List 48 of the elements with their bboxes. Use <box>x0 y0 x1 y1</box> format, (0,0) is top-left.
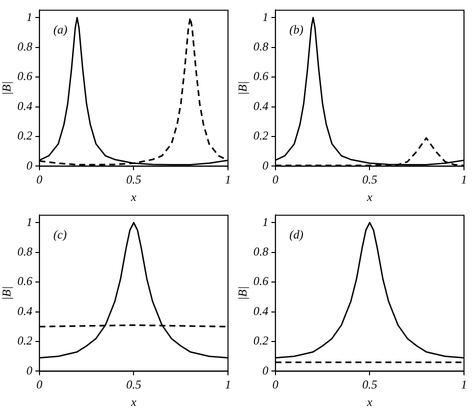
annotation: (d) <box>289 227 304 242</box>
y-tick-label: 1 <box>26 10 32 24</box>
y-tick-label: 1 <box>26 214 32 229</box>
y-tick-label: 0.8 <box>17 40 32 54</box>
y-tick-label: 0.2 <box>253 128 268 143</box>
x-axis-title: x <box>366 394 374 409</box>
x-axis-title: x <box>130 190 138 204</box>
annotation: (a) <box>53 22 68 36</box>
y-tick-label: 0 <box>26 363 32 378</box>
y-tick-label: 0.6 <box>17 69 32 84</box>
x-axis-title: x <box>130 394 138 409</box>
y-tick-label: 0.8 <box>253 244 268 258</box>
x-tick-label: 1 <box>461 378 467 392</box>
y-tick-label: 0.4 <box>253 98 268 113</box>
x-tick-label: 0.5 <box>362 172 378 187</box>
y-tick-label: 0.4 <box>253 304 268 318</box>
x-tick-label: 0.5 <box>126 172 142 187</box>
y-tick-label: 0.4 <box>17 98 32 113</box>
y-tick-label: 0 <box>262 363 268 378</box>
y-tick-label: 0.8 <box>253 40 268 54</box>
annotation: (b) <box>289 22 304 36</box>
y-axis-title: |B| <box>235 286 250 300</box>
y-tick-label: 1 <box>262 10 268 24</box>
y-tick-label: 0.4 <box>17 304 32 318</box>
annotation: (c) <box>53 227 67 242</box>
x-axis-title: x <box>366 190 374 204</box>
x-tick-label: 0 <box>36 378 42 392</box>
y-tick-label: 0.2 <box>17 128 32 143</box>
x-tick-label: 0.5 <box>126 378 142 392</box>
x-tick-label: 0.5 <box>362 378 378 392</box>
x-tick-label: 1 <box>225 172 231 187</box>
y-axis-title: |B| <box>235 81 250 96</box>
y-tick-label: 0.8 <box>17 244 32 258</box>
x-tick-label: 1 <box>225 378 231 392</box>
x-tick-label: 0 <box>272 378 278 392</box>
y-tick-label: 0.2 <box>17 334 32 348</box>
y-axis-title: |B| <box>0 81 14 96</box>
x-tick-label: 0 <box>36 172 42 187</box>
y-tick-label: 0.6 <box>253 69 268 84</box>
y-axis-title: |B| <box>0 286 14 300</box>
x-tick-label: 1 <box>461 172 467 187</box>
y-tick-label: 1 <box>262 214 268 229</box>
x-tick-label: 0 <box>272 172 278 187</box>
y-tick-label: 0.2 <box>253 334 268 348</box>
y-tick-label: 0 <box>262 158 268 172</box>
y-tick-label: 0.6 <box>17 274 32 288</box>
y-tick-label: 0.6 <box>253 274 268 288</box>
y-tick-label: 0 <box>26 158 32 172</box>
